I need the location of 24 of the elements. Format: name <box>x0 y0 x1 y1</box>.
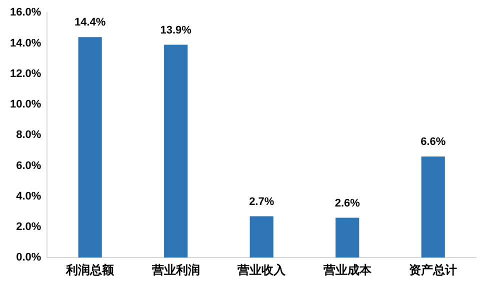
y-tick-label: 10.0% <box>10 98 42 111</box>
data-label: 14.4% <box>74 16 106 29</box>
y-tick-label: 2.0% <box>16 221 42 234</box>
x-tick-label: 营业收入 <box>236 263 287 278</box>
y-tick-label: 0.0% <box>16 252 42 264</box>
y-tick-label: 8.0% <box>16 129 42 142</box>
y-tick-label: 16.0% <box>10 6 42 19</box>
y-tick-label: 4.0% <box>16 190 42 202</box>
data-label: 13.9% <box>160 24 192 36</box>
bar <box>78 37 102 258</box>
x-tick-label: 资产总计 <box>409 263 458 278</box>
y-tick-label: 14.0% <box>10 37 42 50</box>
x-tick-label: 利润总额 <box>65 263 116 278</box>
x-tick-label: 营业成本 <box>322 263 372 278</box>
data-label: 6.6% <box>420 136 446 148</box>
x-tick-label: 营业利润 <box>150 263 200 278</box>
data-label: 2.7% <box>249 196 274 208</box>
bar <box>164 44 188 258</box>
bar <box>336 218 360 258</box>
y-tick-label: 6.0% <box>16 160 42 172</box>
data-label: 2.6% <box>334 197 360 210</box>
bar <box>421 156 445 258</box>
bar <box>250 216 274 258</box>
y-tick-label: 12.0% <box>10 68 42 80</box>
